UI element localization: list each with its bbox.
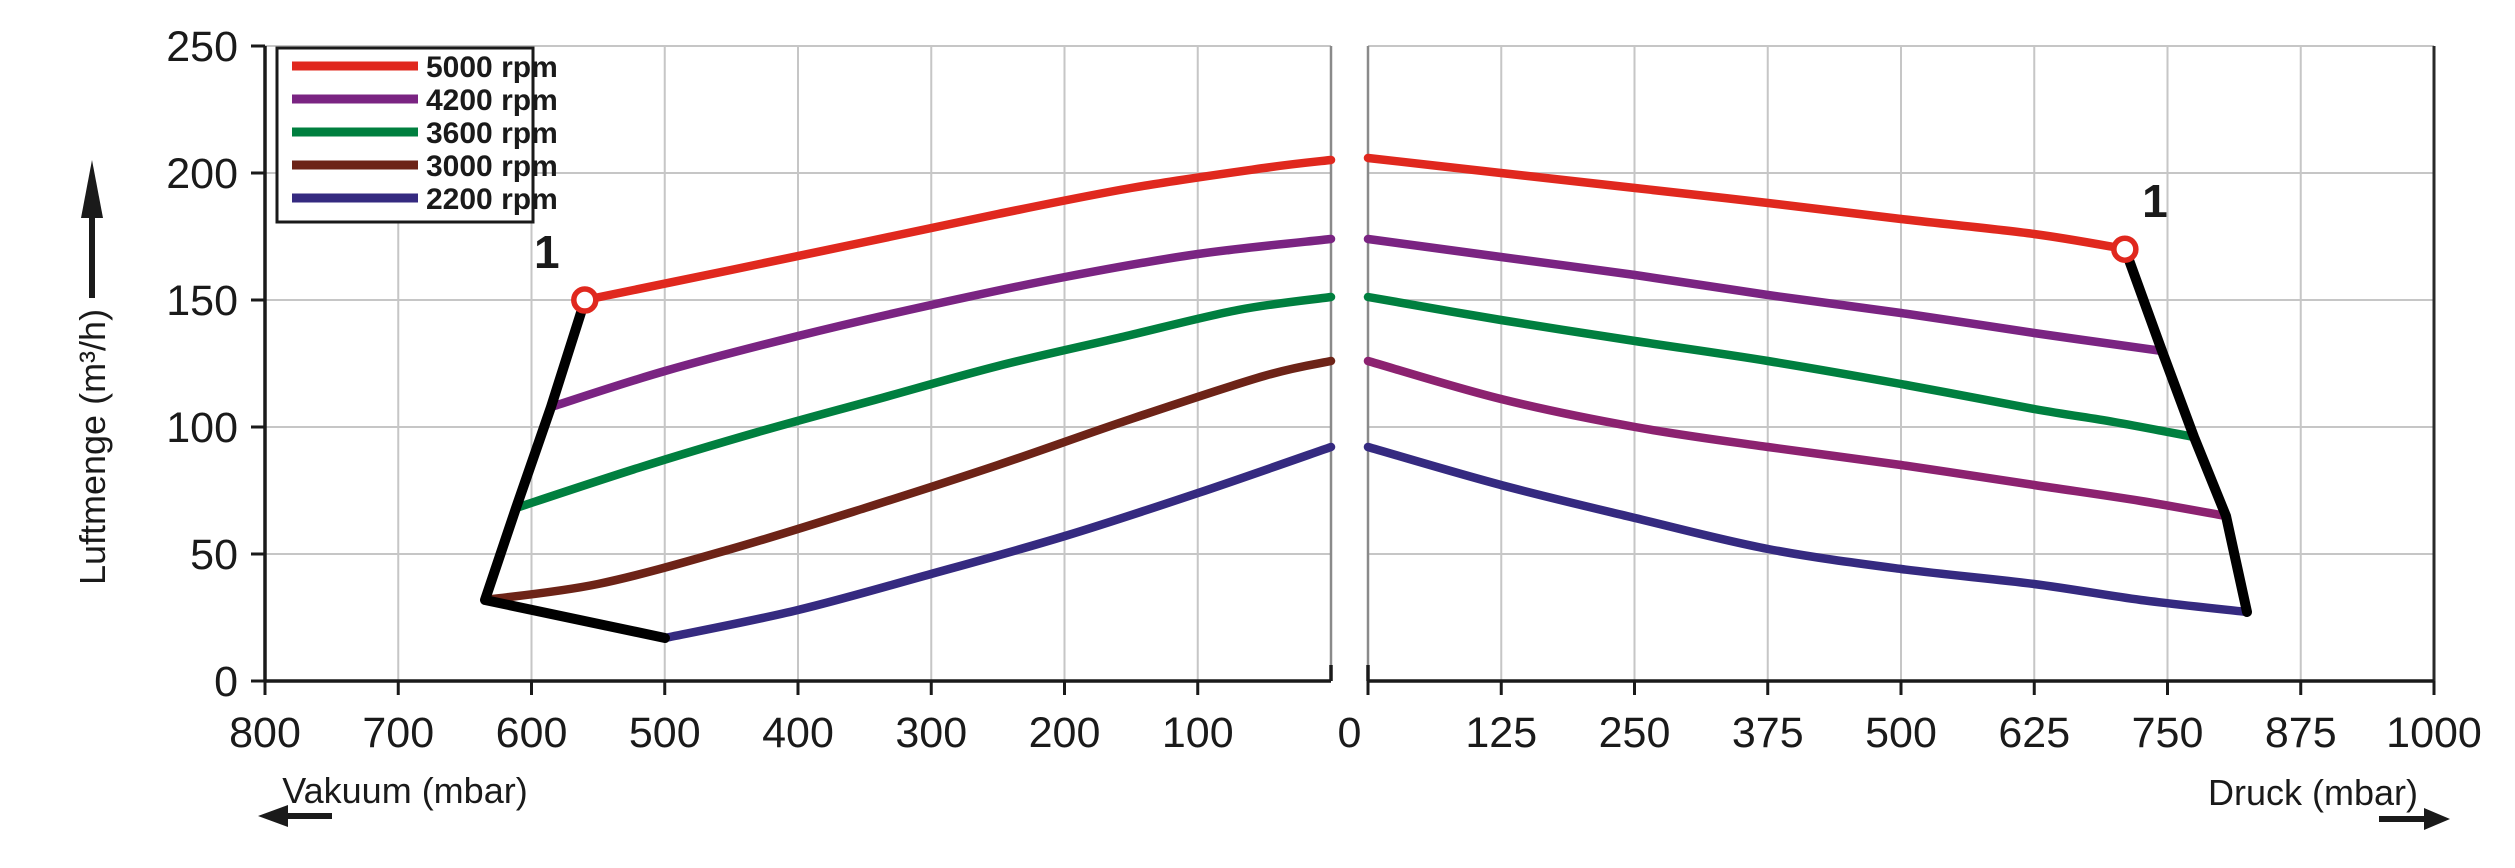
- pressure-x-tick-label-500: 500: [1865, 709, 1937, 757]
- vacuum-left-arrow-icon: [258, 805, 332, 827]
- envelope-line-pressure: [2120, 244, 2252, 617]
- marker-label-vacuum: 1: [534, 226, 560, 278]
- y-tick-label-100: 100: [166, 404, 238, 452]
- legend-item-4200rpm: 4200 rpm: [292, 84, 558, 117]
- marker-point-vacuum: [571, 286, 599, 314]
- curve-3000rpm-vacuum: [480, 356, 1336, 605]
- pressure-x-tick-label-375: 375: [1732, 709, 1804, 757]
- pressure-x-tick-label-1000: 1000: [2386, 709, 2482, 757]
- curve-4200rpm-vacuum: [546, 234, 1336, 412]
- y-tick-label-250: 250: [166, 23, 238, 71]
- legend-label-3000rpm: 3000 rpm: [426, 150, 558, 183]
- curve-5000rpm-vacuum: [580, 155, 1336, 305]
- x-axis-annotation-pressure: Druck (mbar): [2208, 772, 2450, 830]
- marker-label-pressure: 1: [2142, 175, 2168, 227]
- curve-4200rpm-pressure: [1363, 234, 2167, 356]
- curve-3600rpm-vacuum: [511, 292, 1336, 513]
- legend-item-3000rpm: 3000 rpm: [292, 150, 558, 183]
- legend-item-2200rpm: 2200 rpm: [292, 183, 558, 216]
- envelope-line-vacuum: [480, 295, 670, 643]
- vacuum-x-tick-label-100: 100: [1162, 709, 1234, 757]
- legend-item-3600rpm: 3600 rpm: [292, 117, 558, 150]
- pressure-right-arrow-icon: [2379, 808, 2450, 830]
- legend-label-2200rpm: 2200 rpm: [426, 183, 558, 216]
- pressure-x-tick-label-875: 875: [2265, 709, 2337, 757]
- curve-2200rpm-vacuum: [660, 442, 1336, 643]
- y-tick-label-0: 0: [214, 658, 238, 706]
- curve-3000rpm-pressure: [1363, 356, 2231, 521]
- vacuum-x-tick-label-700: 700: [362, 709, 434, 757]
- y-axis-annotation: Luftmenge (m³/h): [72, 160, 113, 585]
- legend-label-4200rpm: 4200 rpm: [426, 84, 558, 117]
- pressure-x-tick-label-125: 125: [1465, 709, 1537, 757]
- y-tick-label-50: 50: [190, 531, 238, 579]
- legend-label-5000rpm: 5000 rpm: [426, 51, 558, 84]
- curve-3600rpm-pressure: [1363, 292, 2199, 442]
- vacuum-x-tick-label-200: 200: [1029, 709, 1101, 757]
- curve-2200rpm-pressure: [1363, 442, 2252, 617]
- vacuum-x-tick-label-300: 300: [895, 709, 967, 757]
- y-axis-title: Luftmenge (m³/h): [72, 309, 113, 585]
- pressure-axis-title: Druck (mbar): [2208, 772, 2418, 813]
- pressure-x-tick-label-625: 625: [1998, 709, 2070, 757]
- vacuum-axis-title: Vakuum (mbar): [282, 770, 527, 811]
- vacuum-x-tick-label-800: 800: [229, 709, 301, 757]
- vacuum-x-tick-label-400: 400: [762, 709, 834, 757]
- y-tick-label-200: 200: [166, 150, 238, 198]
- y-tick-label-150: 150: [166, 277, 238, 325]
- x-axis-annotation-vacuum: Vakuum (mbar): [258, 770, 528, 827]
- curve-5000rpm-pressure: [1363, 153, 2130, 254]
- pressure-x-tick-label-750: 750: [2132, 709, 2204, 757]
- pressure-x-tick-label-250: 250: [1599, 709, 1671, 757]
- legend-item-5000rpm: 5000 rpm: [292, 51, 558, 84]
- shared-zero-tick-label: 0: [1338, 709, 1362, 757]
- vacuum-x-tick-label-600: 600: [496, 709, 568, 757]
- legend-label-3600rpm: 3600 rpm: [426, 117, 558, 150]
- vacuum-x-tick-label-500: 500: [629, 709, 701, 757]
- marker-point-pressure: [2111, 235, 2139, 263]
- y-axis-up-arrow-icon: [81, 160, 103, 298]
